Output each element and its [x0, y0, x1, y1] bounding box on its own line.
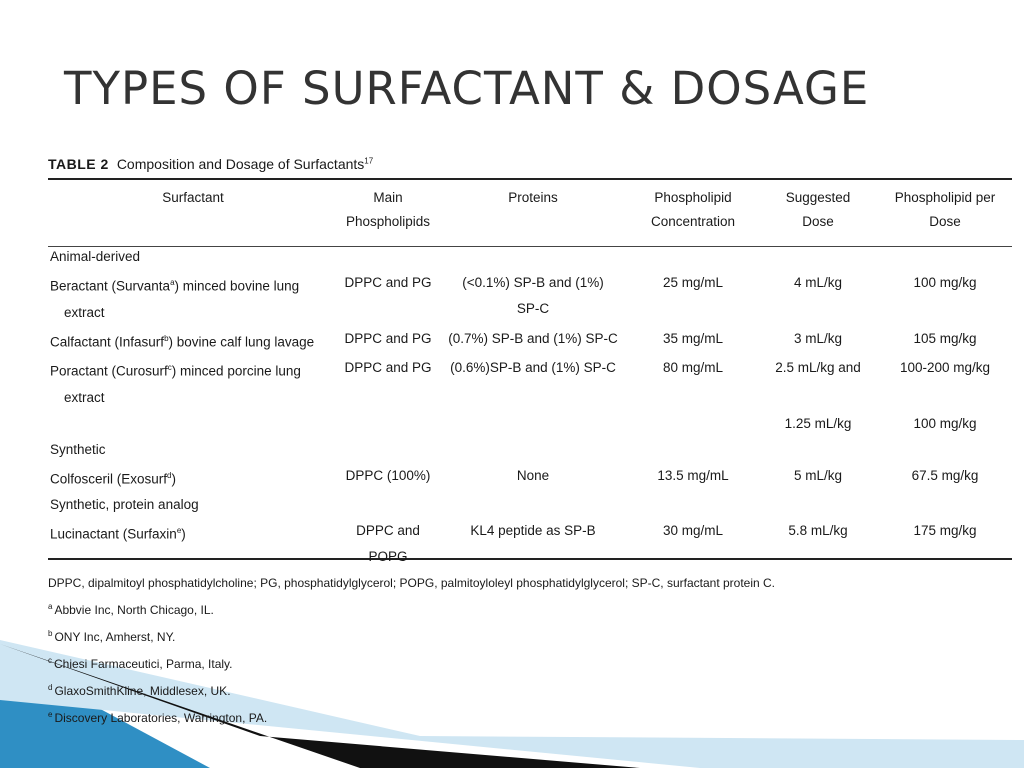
- surfactant-table: Surfactant Main Phospholipids Proteins Ph…: [48, 186, 1012, 570]
- header-phospholipid-per-dose: Phospholipid per Dose: [894, 190, 996, 229]
- proteins-cell: (<0.1%) SP-B and (1%) SP-C: [462, 275, 604, 316]
- suggested-dose-cell: 1.25 mL/kg: [784, 415, 852, 431]
- main-phospholipids-cell: [338, 411, 438, 437]
- table-row: Lucinactant (Surfaxine) DPPC and POPG KL4 …: [48, 518, 1012, 570]
- phospholipid-per-dose-cell: 175 mg/kg: [913, 523, 977, 538]
- surfactant-name: Colfosceril (Exosurfd): [50, 470, 176, 487]
- surfactant-name: Lucinactant (Surfaxine): [50, 526, 186, 542]
- footnote: e Discovery Laboratories, Warrington, PA.: [48, 710, 268, 725]
- proteins-cell: [438, 411, 628, 437]
- concentration-cell: 35 mg/mL: [662, 330, 724, 346]
- suggested-dose-cell: 4 mL/kg: [793, 275, 843, 290]
- suggested-dose-cell: 5.8 mL/kg: [788, 523, 848, 538]
- slide-title: TYPES OF SURFACTANT & DOSAGE: [64, 62, 870, 115]
- header-surfactant: Surfactant: [162, 190, 224, 205]
- table-row: Calfactant (Infasurfb) bovine calf lung …: [48, 326, 1012, 356]
- table-bottom-rule: [48, 558, 1012, 560]
- header-main-phospholipids: Main Phospholipids: [345, 190, 431, 229]
- header-phospholipid-concentration: Phospholipid Concentration: [650, 190, 736, 229]
- main-phospholipids-cell: DPPC (100%): [345, 467, 431, 483]
- group-label: Synthetic: [50, 441, 106, 457]
- surfactant-table-figure: TABLE 2 Composition and Dosage of Surfact…: [36, 138, 1012, 730]
- concentration-cell: 13.5 mg/mL: [657, 467, 729, 483]
- suggested-dose-cell: 5 mL/kg: [793, 467, 843, 483]
- surfactant-name: Calfactant (Infasurfb) bovine calf lung …: [50, 333, 315, 350]
- table-caption-text: Composition and Dosage of Surfactants: [116, 156, 365, 172]
- concentration-cell: 25 mg/mL: [662, 275, 724, 290]
- table-row: Colfosceril (Exosurfd) DPPC (100%) None 13.…: [48, 463, 1012, 493]
- footnote: c Chiesi Farmaceutici, Parma, Italy.: [48, 656, 233, 671]
- header-suggested-dose: Suggested Dose: [785, 190, 851, 229]
- table-header-rule: [48, 246, 1012, 247]
- main-phospholipids-cell: DPPC and PG: [344, 330, 432, 346]
- proteins-cell: KL4 peptide as SP-B: [470, 523, 596, 538]
- proteins-cell: (0.7%) SP-B and (1%) SP-C: [448, 330, 618, 346]
- table-group-row: Synthetic: [48, 437, 1012, 463]
- suggested-dose-cell: 3 mL/kg: [793, 330, 843, 346]
- table-group-row: Animal-derived: [48, 244, 1012, 270]
- table-row: Poractant (Curosurfc) minced porcine lun…: [48, 355, 1012, 411]
- suggested-dose-cell: 2.5 mL/kg and: [775, 360, 861, 375]
- table-row: Beractant (Survantaa) minced bovine lung…: [48, 270, 1012, 326]
- group-label: Synthetic, protein analog: [50, 497, 199, 512]
- phospholipid-per-dose-cell: 105 mg/kg: [913, 330, 977, 346]
- table-caption-label: TABLE 2: [48, 156, 109, 172]
- main-phospholipids-cell: DPPC and PG: [344, 275, 432, 290]
- group-label: Animal-derived: [50, 249, 141, 264]
- concentration-cell: 80 mg/mL: [662, 360, 724, 375]
- table-row: 1.25 mL/kg 100 mg/kg: [48, 411, 1012, 437]
- footnote: b ONY Inc, Amherst, NY.: [48, 629, 176, 644]
- phospholipid-per-dose-cell: 100 mg/kg: [913, 415, 977, 431]
- main-phospholipids-cell: DPPC and PG: [344, 360, 432, 375]
- concentration-cell: [628, 411, 758, 437]
- phospholipid-per-dose-cell: 100-200 mg/kg: [899, 360, 991, 375]
- surfactant-name: Poractant (Curosurfc) minced porcine lun…: [50, 363, 301, 405]
- table-body: Animal-derived Beractant (Survantaa) minc…: [48, 244, 1012, 570]
- concentration-cell: 30 mg/mL: [662, 523, 724, 538]
- footnote: d GlaxoSmithKline, Middlesex, UK.: [48, 683, 231, 698]
- main-phospholipids-cell: DPPC and POPG: [356, 523, 420, 564]
- empty-cell: [48, 411, 338, 437]
- surfactant-name: Beractant (Survantaa) minced bovine lung…: [50, 278, 300, 320]
- footnote: a Abbvie Inc, North Chicago, IL.: [48, 602, 214, 617]
- footnote-list: a Abbvie Inc, North Chicago, IL. b ONY Inc,…: [48, 595, 775, 730]
- phospholipid-per-dose-cell: 67.5 mg/kg: [911, 467, 979, 483]
- abbreviations-note: DPPC, dipalmitoyl phosphatidylcholine; P…: [48, 576, 776, 590]
- header-proteins: Proteins: [508, 190, 558, 205]
- table-header-row: Surfactant Main Phospholipids Proteins Ph…: [48, 186, 1012, 244]
- phospholipid-per-dose-cell: 100 mg/kg: [913, 275, 977, 290]
- proteins-cell: None: [516, 467, 550, 483]
- table-footnotes: DPPC, dipalmitoyl phosphatidylcholine; P…: [48, 572, 775, 730]
- table-group-row: Synthetic, protein analog: [48, 492, 1012, 518]
- table-top-rule: [48, 178, 1012, 180]
- table-caption: TABLE 2 Composition and Dosage of Surfact…: [48, 156, 373, 172]
- table-caption-ref: 17: [364, 156, 374, 166]
- proteins-cell: (0.6%)SP-B and (1%) SP-C: [450, 360, 616, 375]
